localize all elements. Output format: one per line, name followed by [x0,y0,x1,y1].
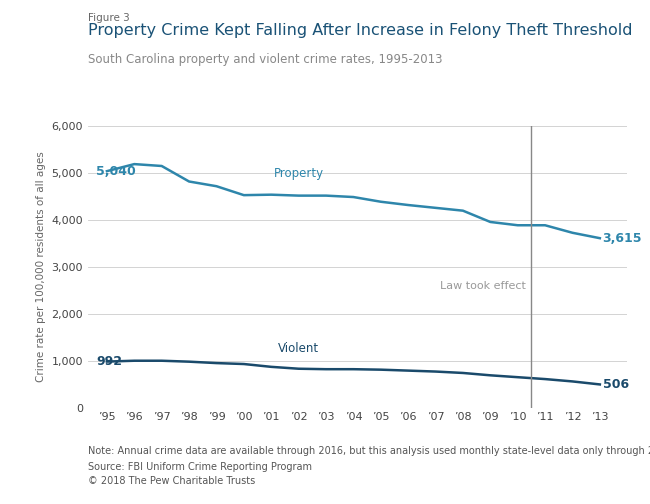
Y-axis label: Crime rate per 100,000 residents of all ages: Crime rate per 100,000 residents of all … [36,152,46,383]
Text: Note: Annual crime data are available through 2016, but this analysis used month: Note: Annual crime data are available th… [88,446,650,456]
Text: 3,615: 3,615 [603,232,642,244]
Text: Source: FBI Uniform Crime Reporting Program: Source: FBI Uniform Crime Reporting Prog… [88,462,312,472]
Text: Violent: Violent [278,342,319,355]
Text: 992: 992 [96,355,122,368]
Text: Law took effect: Law took effect [440,281,526,291]
Text: 5,040: 5,040 [96,165,136,177]
Text: Property Crime Kept Falling After Increase in Felony Theft Threshold: Property Crime Kept Falling After Increa… [88,23,632,38]
Text: Figure 3: Figure 3 [88,13,129,23]
Text: © 2018 The Pew Charitable Trusts: © 2018 The Pew Charitable Trusts [88,476,255,486]
Text: South Carolina property and violent crime rates, 1995-2013: South Carolina property and violent crim… [88,53,442,66]
Text: Property: Property [274,167,324,180]
Text: 506: 506 [603,378,629,391]
